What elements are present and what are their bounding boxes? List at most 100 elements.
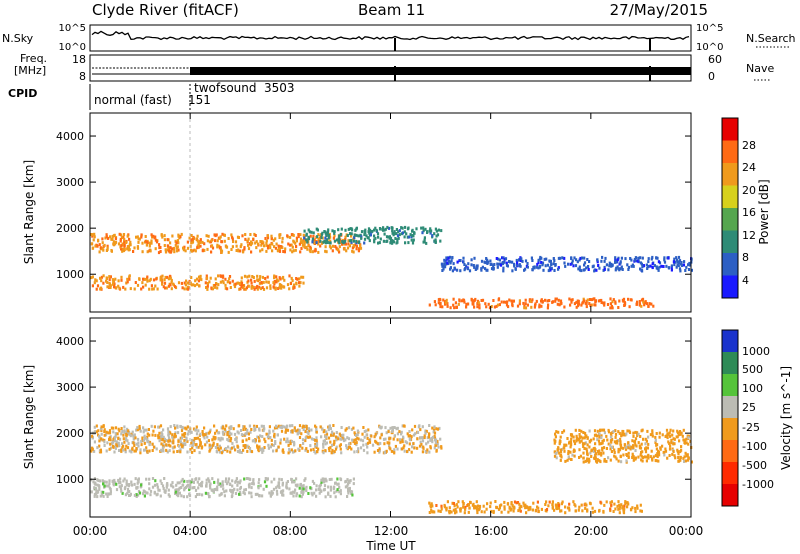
echo-cell <box>667 440 670 444</box>
echo-cell <box>452 508 455 512</box>
echo-cell <box>250 250 253 254</box>
echo-cell <box>229 437 233 440</box>
echo-cell <box>664 449 668 453</box>
echo-cell <box>218 236 221 240</box>
echo-cell <box>301 446 304 450</box>
echo-cell <box>262 448 265 452</box>
echo-cell <box>282 250 285 253</box>
echo-cell <box>634 506 637 510</box>
echo-cell <box>344 228 347 232</box>
echo-cell <box>250 281 253 285</box>
echo-cell <box>651 434 654 438</box>
echo-cell <box>617 459 620 463</box>
echo-cell <box>97 238 100 242</box>
echo-cell <box>677 456 680 459</box>
echo-cell <box>136 428 139 432</box>
echo-cell <box>311 250 314 254</box>
nave-tick-bottom: 0 <box>708 70 715 83</box>
colorbar-band <box>722 396 738 419</box>
echo-cell <box>640 454 643 458</box>
echo-cell <box>91 233 94 237</box>
echo-cell <box>608 264 611 268</box>
echo-cell <box>284 428 288 432</box>
echo-cell <box>295 494 298 498</box>
echo-cell <box>283 250 286 254</box>
echo-cell <box>233 285 237 289</box>
echo-cell <box>323 478 327 482</box>
echo-cell <box>318 236 321 240</box>
echo-cell <box>216 485 219 489</box>
echo-cell <box>269 246 272 250</box>
echo-cell <box>538 305 541 309</box>
velocity-colorbar-label: Velocity [m s^-1] <box>779 366 793 470</box>
echo-cell <box>186 495 189 499</box>
echo-cell <box>318 491 321 495</box>
echo-cell <box>583 263 586 267</box>
echo-cell <box>333 450 336 454</box>
echo-cell <box>601 255 604 259</box>
echo-cell <box>412 442 415 446</box>
echo-cell <box>146 449 149 453</box>
echo-cell <box>153 425 156 429</box>
echo-cell <box>225 424 228 428</box>
echo-cell <box>231 490 234 494</box>
echo-cell <box>343 247 346 251</box>
echo-cell <box>226 280 229 284</box>
echo-cell <box>103 444 106 447</box>
echo-cell <box>399 440 402 444</box>
echo-cell <box>477 301 480 305</box>
velocity-y-tick-2000: 2000 <box>56 427 84 440</box>
echo-cell <box>422 226 425 230</box>
echo-cell <box>457 500 460 504</box>
echo-cell <box>292 490 295 494</box>
echo-cell <box>345 427 348 431</box>
echo-cell <box>292 249 295 253</box>
echo-cell <box>344 238 347 242</box>
echo-cell <box>666 436 669 440</box>
echo-cell <box>598 266 601 270</box>
echo-cell <box>171 481 174 485</box>
echo-cell <box>102 248 105 252</box>
echo-cell <box>231 279 234 283</box>
echo-cell <box>309 234 312 238</box>
echo-cell <box>278 477 281 481</box>
echo-cell <box>373 450 376 454</box>
echo-cell <box>474 268 477 271</box>
echo-cell <box>480 299 483 302</box>
echo-cell <box>227 237 230 240</box>
echo-cell <box>163 234 166 238</box>
echo-cell <box>125 435 128 439</box>
echo-cell <box>338 237 341 241</box>
echo-cell <box>137 237 140 241</box>
echo-cell <box>594 456 597 460</box>
echo-cell <box>101 237 104 241</box>
echo-cell <box>557 267 560 271</box>
echo-cell <box>353 450 356 454</box>
echo-cell <box>148 241 151 245</box>
echo-cell <box>463 300 466 304</box>
echo-cell <box>476 504 480 508</box>
echo-cell <box>651 431 654 435</box>
echo-cell <box>520 257 523 261</box>
echo-cell <box>647 260 650 264</box>
echo-cell <box>117 279 120 283</box>
echo-cell <box>569 445 572 449</box>
echo-cell <box>586 457 589 461</box>
echo-cell <box>212 490 215 494</box>
echo-cell <box>185 279 188 283</box>
echo-cell <box>219 274 222 278</box>
echo-cell <box>295 281 298 285</box>
echo-cell <box>91 246 94 250</box>
echo-cell <box>330 451 333 455</box>
echo-cell <box>544 509 547 512</box>
echo-cell <box>612 298 615 302</box>
echo-cell <box>299 444 302 447</box>
echo-cell <box>614 268 617 272</box>
echo-cell <box>96 446 99 450</box>
echo-cell <box>328 478 331 481</box>
echo-cell <box>148 449 151 453</box>
echo-cell <box>95 287 98 291</box>
echo-cell <box>461 500 464 504</box>
echo-cell <box>295 245 298 248</box>
echo-cell <box>182 442 185 446</box>
